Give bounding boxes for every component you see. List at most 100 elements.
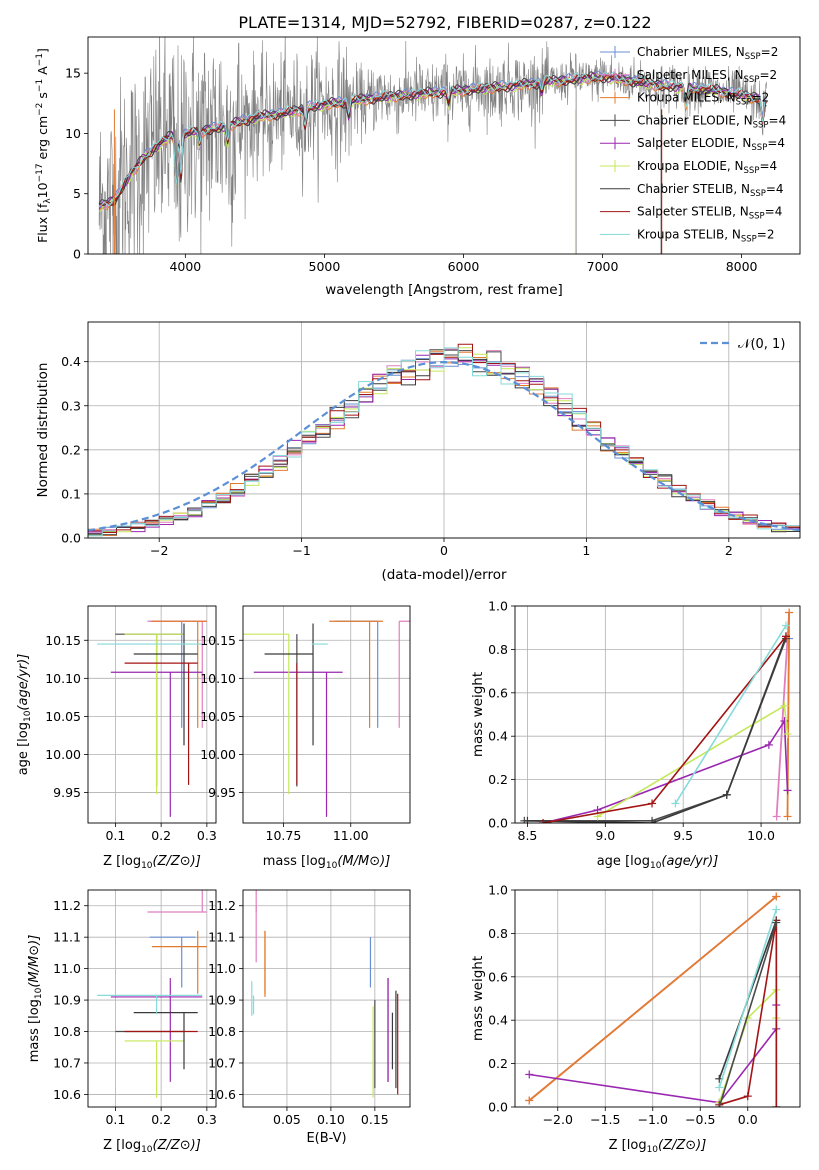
y-tick-label: 10.6: [208, 1087, 236, 1102]
x-tick-label: −0.5: [685, 1112, 715, 1127]
x-tick-label: −2: [150, 543, 168, 558]
legend-label: Chabrier MILES, NSSP=2: [637, 45, 778, 62]
legend-suffix: =4: [767, 136, 785, 150]
weight-line-kroupa_stelib: [718, 909, 778, 1088]
legend-suffix: =2: [752, 91, 770, 105]
x-tick-label: 5000: [309, 259, 341, 274]
x-tick-label: 4000: [169, 259, 201, 274]
panel-mass_vs_ebv: 0.05 0.10 0.15 10.6 10.7 10.8 10.9 11.0 11.1 11.2…: [208, 889, 411, 1146]
x-tick-label: −1: [292, 543, 310, 558]
x-axis-label: Z [log10(Z/Z⊙)]: [103, 1138, 201, 1155]
label-sub: 10: [647, 1145, 659, 1155]
y-tick-label: 10.15: [200, 633, 236, 648]
y-tick-label: 11.0: [53, 961, 81, 976]
x-tick-label: 0.2: [151, 1112, 171, 1127]
y-tick-label: 5: [73, 186, 81, 201]
y-axis-label-part: −1: [35, 79, 45, 92]
legend-suffix: =4: [759, 159, 777, 173]
y-axis-label: Flux [fλ10−17 erg cm−2 s−1 A−1]: [35, 48, 53, 243]
x-tick-label: −1.5: [590, 1112, 620, 1127]
label-main: mass [log: [27, 999, 42, 1062]
y-tick-label: 10.05: [200, 709, 236, 724]
y-tick-label: 10.6: [53, 1087, 81, 1102]
x-tick-label: 0.15: [361, 1112, 389, 1127]
axes-frame: [514, 889, 801, 1108]
figure-title: PLATE=1314, MJD=52792, FIBERID=0287, z=0…: [238, 13, 651, 32]
y-axis-label: Normed distribution: [35, 363, 51, 498]
legend-text: Salpeter ELODIE, N: [637, 136, 751, 150]
model-spectrum-chabrier_miles: [98, 70, 767, 209]
y-tick-label: 0.6: [488, 685, 508, 700]
x-tick-label: 8.5: [518, 828, 538, 843]
y-axis-label: mass weight: [470, 672, 486, 757]
axes-frame: [87, 36, 801, 255]
y-tick-label: 0.8: [488, 642, 508, 657]
y-axis-label-part: λ: [43, 198, 53, 204]
plot-area-residuals: [88, 343, 800, 537]
label-main: Z [log: [103, 1138, 141, 1153]
x-axis-label: Z [log10(Z/Z⊙)]: [609, 1138, 707, 1155]
legend-label: Chabrier STELIB, NSSP=4: [637, 182, 784, 199]
y-axis-label-part: s: [35, 92, 50, 103]
label-sub: 10: [141, 861, 153, 871]
y-axis-label-part: −2: [35, 103, 45, 116]
label-suffix: (M/M⊙)]: [27, 935, 42, 988]
weight-line-chabrier_stelib: [527, 636, 787, 823]
x-tick-label: 8000: [726, 259, 758, 274]
y-tick-label: 0: [73, 247, 81, 262]
axes-frame: [514, 605, 801, 824]
y-tick-label: 10.7: [208, 1055, 236, 1070]
y-axis-label: age [log10(age/yr)]: [16, 654, 33, 776]
x-axis-label: (data-model)/error: [381, 567, 507, 583]
y-tick-label: 10: [65, 126, 81, 141]
y-tick-label: 10.10: [200, 671, 236, 686]
y-tick-label: 11.1: [208, 930, 236, 945]
y-tick-label: 10.00: [45, 747, 81, 762]
y-axis-label: mass [log10(M/M⊙)]: [27, 935, 44, 1063]
data-spectrum-line: [98, 37, 767, 254]
legend-label: Kroupa STELIB, NSSP=2: [637, 227, 775, 244]
legend-suffix: =2: [761, 45, 779, 59]
legend-suffix: =2: [757, 227, 775, 241]
y-tick-label: 0.4: [61, 354, 81, 369]
y-tick-label: 9.95: [208, 785, 236, 800]
legend-label: Salpeter STELIB, NSSP=4: [637, 205, 782, 222]
legend-text: Chabrier ELODIE, N: [637, 113, 753, 127]
x-tick-label: 0.1: [105, 1112, 125, 1127]
plot-area-age_vs_mass: [243, 620, 410, 817]
x-tick-label: 0.10: [317, 1112, 345, 1127]
weight-line-kroupa_miles: [528, 895, 777, 1102]
label-main: age [log: [597, 854, 650, 869]
y-axis-label-part: −1: [35, 53, 45, 66]
label-main: mass [log: [263, 854, 326, 869]
y-tick-label: 10.7: [53, 1055, 81, 1070]
legend-text: Salpeter STELIB, N: [637, 205, 749, 219]
weight-line-salpeter_stelib: [542, 635, 787, 823]
y-tick-label: 10.15: [45, 633, 81, 648]
y-tick-label: 1.0: [488, 883, 508, 898]
y-tick-label: 0.8: [488, 926, 508, 941]
y-tick-label: 10.10: [45, 671, 81, 686]
label-main: age [log: [16, 722, 31, 775]
y-axis-label-part: −17: [35, 163, 45, 182]
legend-label: Salpeter ELODIE, NSSP=4: [637, 136, 785, 153]
plot-area-mass_vs_Z: [97, 890, 207, 1098]
legend-text: Kroupa MILES, N: [637, 91, 736, 105]
legend-subscript: SSP: [736, 98, 752, 108]
weight-line-salpeter_stelib: [719, 920, 778, 1107]
axes-frame: [87, 605, 217, 824]
x-tick-label: 10.75: [266, 828, 302, 843]
legend-text: Kroupa STELIB, N: [637, 227, 741, 241]
y-axis-label-part: ]: [35, 48, 50, 53]
label-main: Z [log: [103, 854, 141, 869]
y-tick-label: 0.0: [61, 531, 81, 546]
x-tick-label: 0.3: [197, 828, 217, 843]
x-tick-label: 9.0: [595, 828, 615, 843]
y-tick-label: 0.6: [488, 969, 508, 984]
y-tick-label: 11.1: [53, 930, 81, 945]
label-main: Z [log: [609, 1138, 647, 1153]
y-tick-label: 0.0: [488, 816, 508, 831]
legend-label: Chabrier ELODIE, NSSP=4: [637, 113, 786, 130]
x-tick-label: 0.05: [273, 1112, 301, 1127]
legend-suffix: =4: [765, 205, 783, 219]
